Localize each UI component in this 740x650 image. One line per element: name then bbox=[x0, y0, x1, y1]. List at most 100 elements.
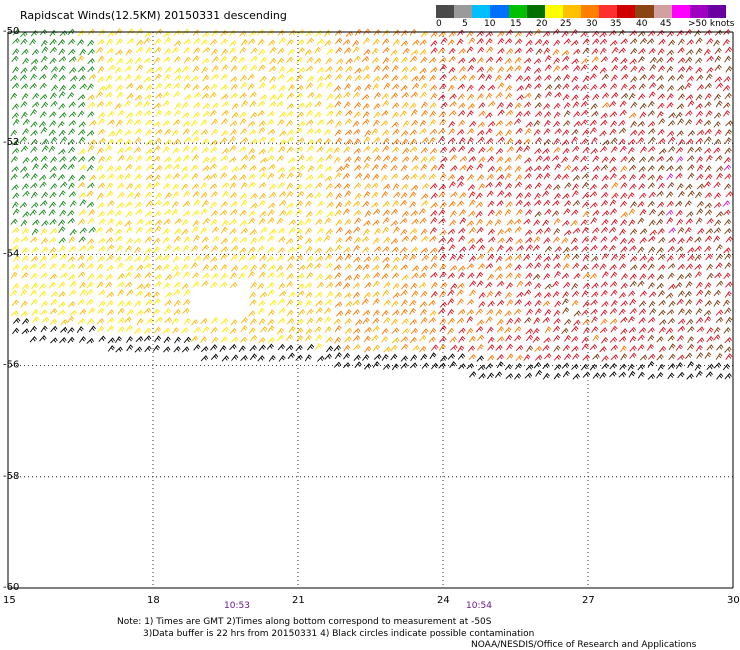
wind-barb bbox=[145, 148, 153, 155]
wind-barb bbox=[704, 209, 713, 216]
wind-barb bbox=[334, 182, 342, 189]
wind-barb bbox=[68, 289, 77, 296]
wind-barb bbox=[704, 351, 712, 359]
wind-barb bbox=[364, 210, 372, 218]
wind-barb bbox=[344, 309, 352, 316]
wind-barb bbox=[399, 110, 407, 117]
wind-barb bbox=[656, 155, 665, 162]
wind-barb bbox=[78, 174, 86, 182]
wind-barb bbox=[259, 172, 267, 180]
wind-barb bbox=[581, 173, 589, 180]
wind-barb bbox=[335, 255, 344, 262]
wind-barb bbox=[286, 76, 295, 83]
wind-barb bbox=[259, 75, 267, 83]
wind-barb bbox=[704, 282, 712, 290]
wind-barb bbox=[467, 64, 475, 72]
wind-barb bbox=[153, 102, 162, 109]
wind-barb bbox=[191, 173, 199, 180]
wind-barb bbox=[600, 309, 608, 317]
legend-swatch bbox=[544, 5, 563, 18]
wind-barb bbox=[410, 210, 418, 217]
wind-barb bbox=[495, 120, 504, 127]
wind-barb bbox=[117, 182, 125, 190]
wind-barb bbox=[420, 228, 428, 236]
wind-barb bbox=[363, 162, 370, 170]
wind-barb bbox=[29, 38, 37, 46]
wind-barb bbox=[694, 236, 702, 243]
wind-barb bbox=[495, 344, 503, 351]
wind-barb bbox=[572, 174, 580, 182]
wind-barb bbox=[468, 74, 476, 82]
wind-barb bbox=[79, 281, 87, 289]
wind-barb bbox=[504, 38, 513, 45]
wind-barb bbox=[68, 191, 77, 198]
wind-barb bbox=[553, 262, 561, 270]
wind-barb bbox=[647, 200, 655, 208]
wind-barb bbox=[582, 282, 591, 289]
wind-barb bbox=[409, 191, 417, 199]
wind-barb bbox=[475, 192, 483, 200]
wind-barb bbox=[30, 298, 38, 306]
wind-barb bbox=[648, 91, 656, 99]
wind-barb bbox=[286, 190, 294, 198]
wind-barb bbox=[247, 73, 255, 81]
wind-barb bbox=[115, 128, 123, 136]
wind-barb bbox=[155, 254, 163, 261]
wind-barb bbox=[505, 29, 514, 36]
wind-barb bbox=[325, 191, 334, 199]
wind-barb bbox=[563, 102, 571, 109]
wind-barb bbox=[267, 172, 275, 180]
wind-barb bbox=[135, 84, 144, 91]
wind-barb bbox=[211, 272, 219, 280]
wind-barb bbox=[38, 174, 47, 181]
wind-barb bbox=[372, 298, 380, 305]
wind-barb bbox=[144, 327, 152, 334]
wind-barb bbox=[107, 130, 116, 137]
wind-barb bbox=[591, 56, 599, 63]
wind-barb bbox=[667, 181, 675, 189]
wind-barb bbox=[724, 92, 732, 100]
wind-barb bbox=[145, 200, 154, 207]
wind-barb bbox=[668, 227, 676, 234]
wind-barb bbox=[618, 371, 627, 378]
wind-barb bbox=[220, 263, 228, 271]
wind-barb bbox=[105, 100, 113, 108]
wind-barb bbox=[209, 256, 218, 263]
wind-barb bbox=[117, 317, 125, 324]
wind-barb bbox=[220, 165, 228, 172]
wind-barb bbox=[230, 65, 238, 72]
wind-barb bbox=[258, 64, 266, 72]
wind-barb bbox=[590, 84, 598, 91]
wind-barb bbox=[639, 192, 647, 199]
wind-barb bbox=[609, 336, 618, 343]
wind-barb bbox=[269, 299, 277, 307]
wind-barb bbox=[421, 328, 429, 335]
wind-barb bbox=[325, 81, 333, 89]
wind-barb bbox=[601, 336, 609, 344]
wind-barb bbox=[648, 300, 656, 308]
wind-barb bbox=[277, 118, 285, 126]
wind-barb bbox=[628, 164, 637, 171]
wind-barb bbox=[41, 191, 49, 199]
wind-barb bbox=[400, 264, 408, 271]
wind-barb bbox=[220, 55, 228, 63]
wind-barb bbox=[716, 280, 724, 287]
wind-barb bbox=[382, 155, 391, 162]
wind-barb bbox=[124, 300, 133, 308]
wind-barb bbox=[409, 336, 417, 344]
wind-barb bbox=[192, 136, 200, 143]
wind-barb bbox=[580, 100, 588, 108]
wind-barb bbox=[136, 318, 144, 326]
wind-barb bbox=[677, 318, 686, 325]
wind-barb bbox=[402, 47, 410, 55]
wind-barb bbox=[448, 47, 456, 55]
wind-barb bbox=[601, 362, 609, 370]
wind-barb bbox=[181, 183, 189, 191]
wind-barb bbox=[543, 172, 551, 180]
wind-barb bbox=[355, 319, 363, 326]
wind-barb bbox=[87, 144, 95, 152]
wind-barb bbox=[409, 201, 417, 208]
wind-barb bbox=[306, 272, 314, 279]
wind-barb bbox=[32, 92, 40, 100]
wind-barb bbox=[154, 137, 162, 145]
